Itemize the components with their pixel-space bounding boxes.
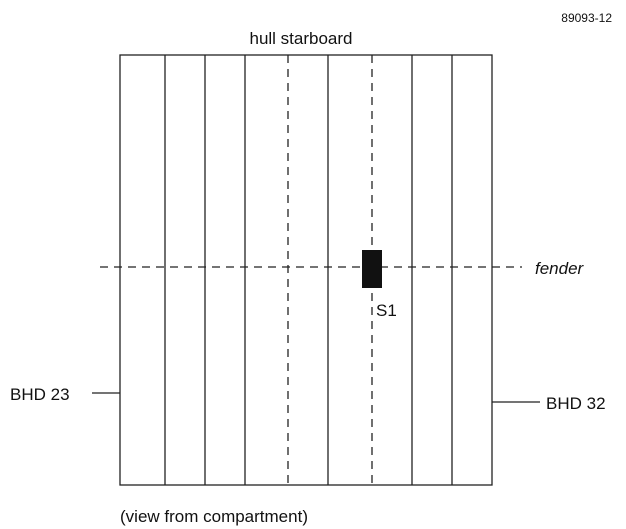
sensor	[362, 250, 382, 288]
left-label: BHD 23	[10, 385, 70, 404]
sensor-label: S1	[376, 301, 397, 320]
top-label: hull starboard	[249, 29, 352, 48]
figure-id: 89093-12	[561, 11, 612, 25]
right-label: BHD 32	[546, 394, 606, 413]
panel-outline	[119, 54, 493, 486]
fender-label: fender	[535, 259, 585, 278]
caption: (view from compartment)	[120, 507, 308, 526]
